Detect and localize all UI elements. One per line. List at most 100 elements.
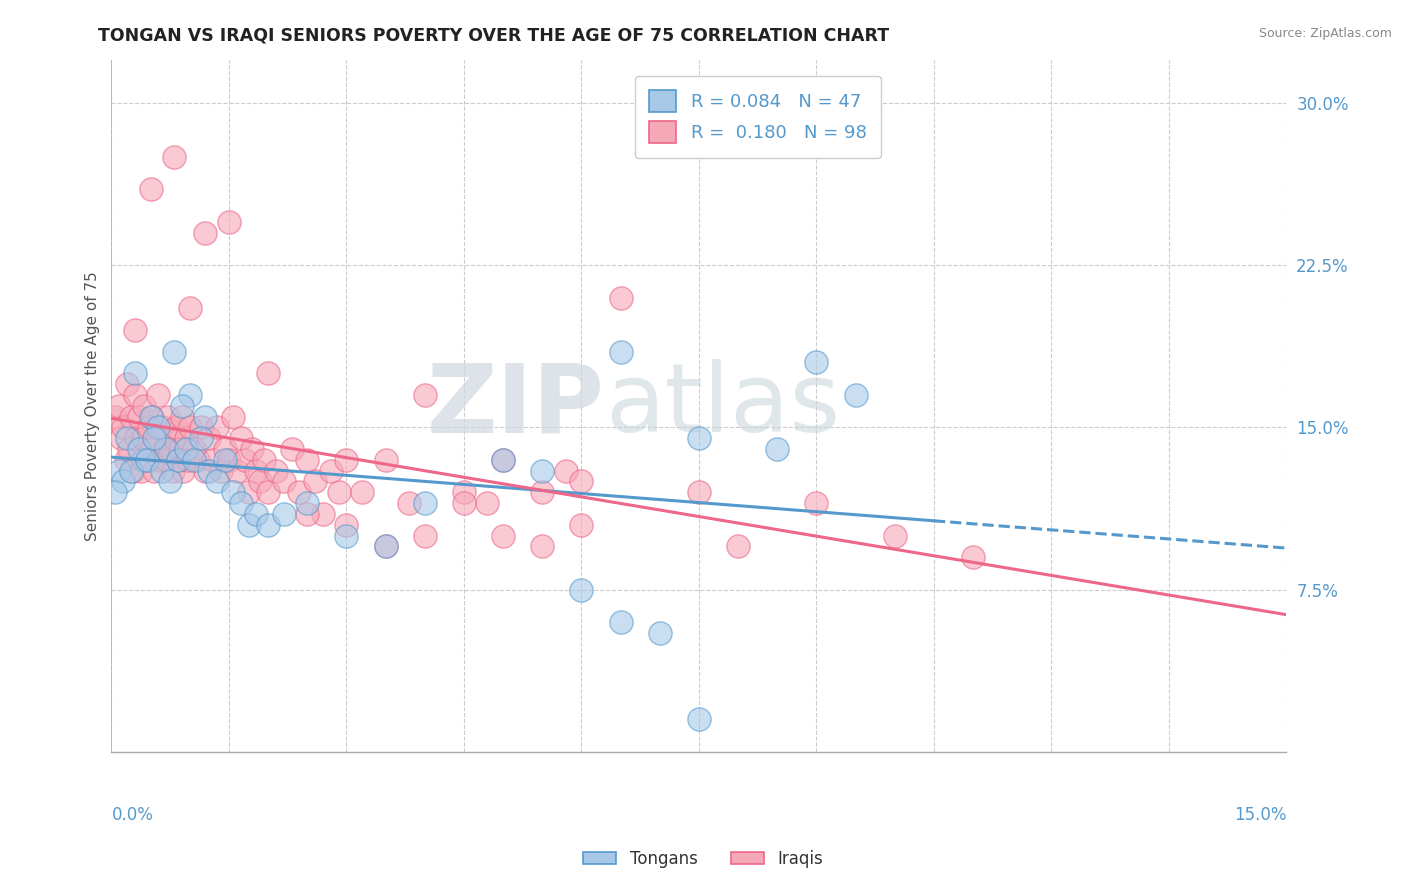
Point (194, 464, 217, 478)
Point (374, 539, 396, 553)
Point (155, 442, 177, 456)
Point (125, 431, 148, 445)
Legend: R = 0.084   N = 47, R =  0.180   N = 98: R = 0.084 N = 47, R = 0.180 N = 98 (634, 76, 880, 158)
Point (153, 442, 176, 456)
Point (688, 485, 710, 500)
Point (108, 399, 131, 413)
Point (170, 399, 193, 413)
Point (304, 475, 326, 489)
Point (222, 409, 245, 424)
Point (183, 452, 205, 467)
Point (883, 528, 905, 542)
Point (174, 442, 197, 456)
Point (571, 517, 593, 532)
Point (492, 528, 515, 542)
Point (202, 452, 225, 467)
Point (571, 475, 593, 489)
Point (112, 475, 135, 489)
Point (609, 615, 631, 629)
Point (297, 496, 319, 510)
Text: TONGAN VS IRAQI SENIORS POVERTY OVER THE AGE OF 75 CORRELATION CHART: TONGAN VS IRAQI SENIORS POVERTY OVER THE… (98, 27, 890, 45)
Point (531, 485, 554, 500)
Point (148, 388, 170, 402)
Point (257, 366, 280, 380)
Point (194, 409, 217, 424)
Point (148, 420, 170, 434)
Point (214, 452, 236, 467)
Point (172, 464, 194, 478)
Point (132, 431, 155, 445)
Point (139, 442, 162, 456)
Point (108, 464, 131, 478)
Point (242, 442, 264, 456)
Point (129, 464, 152, 478)
Point (319, 464, 342, 478)
Point (179, 420, 201, 434)
Point (245, 507, 267, 521)
Point (238, 485, 260, 500)
Point (135, 452, 157, 467)
Point (413, 496, 436, 510)
Point (179, 301, 201, 316)
Point (245, 464, 267, 478)
Point (257, 517, 280, 532)
Point (288, 485, 311, 500)
Point (253, 452, 276, 467)
Point (122, 464, 145, 478)
Point (312, 507, 335, 521)
Point (150, 464, 173, 478)
Point (150, 420, 173, 434)
Point (159, 475, 181, 489)
Point (531, 539, 554, 553)
Point (335, 528, 357, 542)
Point (233, 452, 256, 467)
Point (222, 485, 245, 500)
Point (609, 344, 631, 359)
Point (845, 388, 868, 402)
Point (149, 452, 172, 467)
Point (205, 475, 228, 489)
Point (198, 431, 221, 445)
Point (163, 344, 186, 359)
Point (110, 431, 132, 445)
Text: Source: ZipAtlas.com: Source: ZipAtlas.com (1258, 27, 1392, 40)
Text: atlas: atlas (605, 359, 839, 452)
Point (688, 712, 710, 726)
Point (167, 452, 190, 467)
Text: 15.0%: 15.0% (1234, 805, 1286, 824)
Text: ZIP: ZIP (427, 359, 605, 452)
Point (170, 409, 193, 424)
Point (806, 355, 828, 369)
Point (124, 323, 146, 337)
Point (413, 388, 436, 402)
Point (124, 366, 146, 380)
Point (328, 485, 350, 500)
Y-axis label: Seniors Poverty Over the Age of 75: Seniors Poverty Over the Age of 75 (86, 271, 100, 541)
Point (146, 431, 169, 445)
Text: 0.0%: 0.0% (111, 805, 153, 824)
Point (112, 420, 135, 434)
Point (225, 464, 247, 478)
Point (398, 496, 420, 510)
Point (571, 582, 593, 597)
Point (280, 442, 302, 456)
Point (492, 452, 515, 467)
Point (135, 452, 157, 467)
Point (962, 550, 984, 565)
Point (194, 226, 217, 240)
Point (218, 452, 240, 467)
Point (238, 517, 260, 532)
Point (190, 420, 212, 434)
Point (453, 485, 475, 500)
Point (156, 409, 179, 424)
Point (141, 409, 163, 424)
Point (688, 431, 710, 445)
Point (183, 442, 205, 456)
Point (104, 409, 127, 424)
Point (128, 409, 150, 424)
Point (163, 150, 186, 164)
Point (139, 182, 162, 196)
Point (124, 388, 146, 402)
Point (179, 388, 201, 402)
Point (477, 496, 499, 510)
